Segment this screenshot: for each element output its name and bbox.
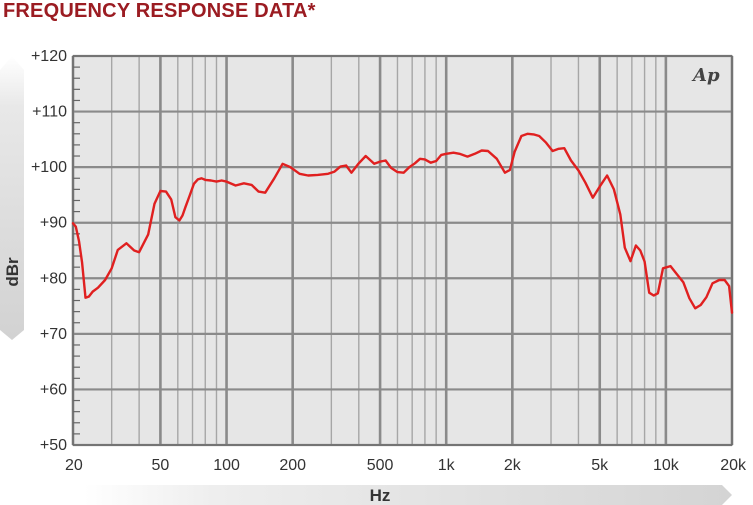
x-tick-label: 50	[152, 457, 170, 474]
y-tick-label: +100	[31, 159, 67, 176]
ap-logo: Ap	[691, 65, 720, 86]
x-tick-label: 10k	[653, 457, 680, 474]
x-axis-band	[84, 485, 732, 505]
y-tick-label: +90	[40, 215, 67, 232]
x-tick-label: 200	[279, 457, 306, 474]
y-tick-label: +120	[31, 48, 67, 65]
y-axis-band-shape	[0, 56, 24, 340]
x-axis-label: Hz	[370, 486, 391, 505]
y-tick-label: +60	[40, 381, 67, 398]
y-axis-label: dBr	[3, 257, 22, 287]
x-tick-label: 20	[65, 457, 83, 474]
plot-frame	[72, 55, 733, 446]
y-tick-label: +110	[32, 104, 67, 121]
y-axis-band	[0, 56, 24, 340]
x-tick-label: 20k	[720, 457, 747, 474]
y-tick-label: +80	[40, 270, 67, 287]
chart-title: FREQUENCY RESPONSE DATA*	[3, 0, 316, 22]
x-tick-label: 5k	[591, 457, 609, 474]
x-tick-label: 500	[367, 457, 394, 474]
x-axis-band-shape	[84, 485, 732, 505]
y-tick-label: +70	[40, 326, 67, 343]
response-curve-line	[71, 132, 734, 314]
x-tick-label: 2k	[504, 457, 522, 474]
plot-background	[73, 56, 732, 445]
y-tick-label: +50	[40, 437, 67, 454]
y-tick-labels: +50 +60 +70 +80 +90 +100 +110 +120	[31, 48, 67, 454]
x-tick-label: 1k	[438, 457, 456, 474]
ap-logo-text: Ap	[691, 65, 720, 86]
x-tick-labels: 20 50 100 200 500 1k 2k 5k 10k 20k	[65, 457, 747, 474]
x-tick-label: 100	[213, 457, 240, 474]
